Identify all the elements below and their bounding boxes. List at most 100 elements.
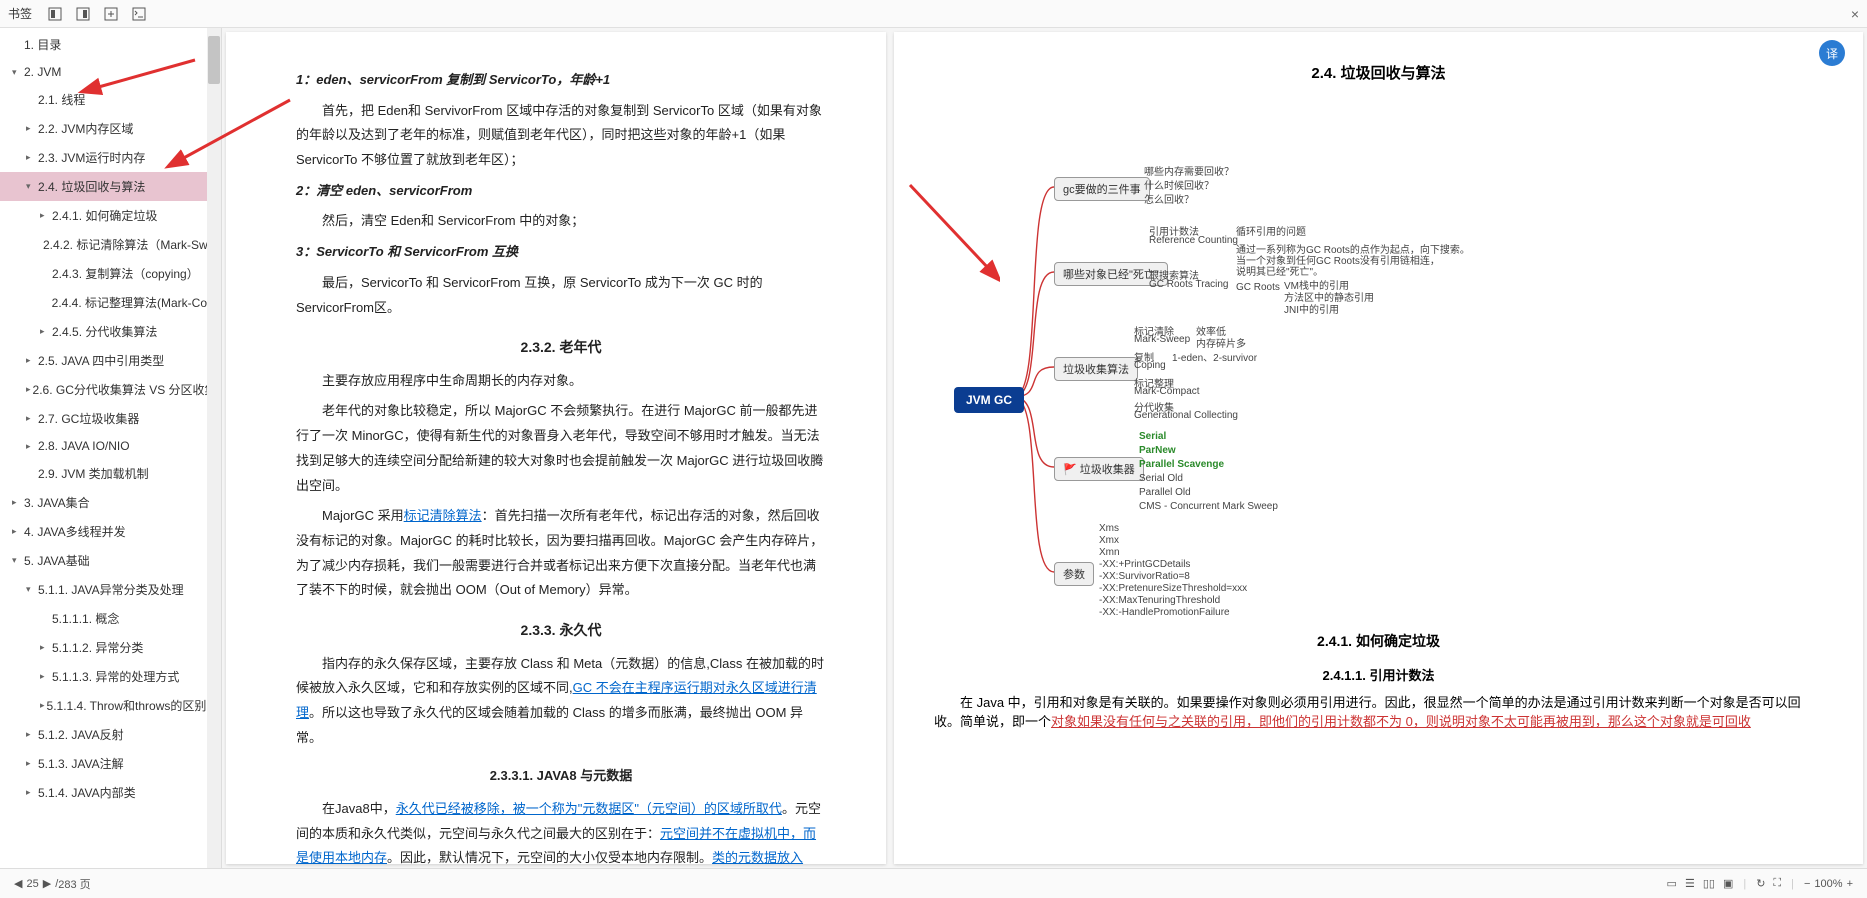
bookmark-toggle-icon[interactable]: ▸	[26, 787, 36, 798]
view-book-icon[interactable]: ▣	[1723, 877, 1733, 890]
bookmark-item[interactable]: ▸3. JAVA集合	[0, 488, 221, 517]
bookmark-toggle-icon[interactable]: ▾	[26, 181, 36, 192]
bookmark-item[interactable]: ▸2.3. JVM运行时内存	[0, 143, 221, 172]
bookmark-toggle-icon[interactable]: ▸	[26, 152, 36, 163]
bookmark-toggle-icon[interactable]: ▸	[40, 210, 50, 221]
close-icon[interactable]: ×	[1851, 6, 1859, 22]
sidebar-scroll-thumb[interactable]	[208, 36, 220, 84]
bookmark-item-label: 3. JAVA集合	[24, 494, 90, 511]
mindmap-leaf: GC Roots Tracing	[1149, 279, 1228, 290]
mindmap-leaf: JNI中的引用	[1284, 301, 1339, 316]
bookmark-item[interactable]: ▸5.1.2. JAVA反射	[0, 720, 221, 749]
view-continuous-icon[interactable]: ☰	[1685, 877, 1695, 890]
bookmark-toggle-icon[interactable]: ▸	[26, 384, 31, 395]
bookmark-toggle-icon[interactable]: ▸	[40, 642, 50, 653]
link-ref-count[interactable]: 对象如果没有任何与之关联的引用，即他们的引用计数都不为 0，则说明对象不太可能再…	[1051, 714, 1751, 729]
bookmark-toggle-icon[interactable]: ▸	[12, 497, 22, 508]
bookmark-item[interactable]: ▸2.2. JVM内存区域	[0, 114, 221, 143]
bookmark-toggle-icon[interactable]: ▾	[26, 584, 36, 595]
bookmark-add-icon[interactable]	[104, 7, 118, 21]
step-2-title: 2：清空 eden、servicorFrom	[296, 179, 826, 204]
mindmap-jvm-gc: JVM GC gc要做的三件事哪些对象已经"死亡"垃圾收集算法🚩 垃圾收集器参数…	[934, 97, 1823, 617]
bookmark-item-label: 2.4. 垃圾回收与算法	[38, 178, 145, 195]
step-1-para: 首先，把 Eden和 ServivorFrom 区域中存活的对象复制到 Serv…	[296, 99, 826, 173]
bookmark-toggle-icon[interactable]: ▸	[26, 758, 36, 769]
bookmark-item-label: 2.4.5. 分代收集算法	[52, 323, 157, 340]
bookmark-item-label: 2.2. JVM内存区域	[38, 120, 133, 137]
bookmark-toggle-icon[interactable]: ▸	[40, 671, 50, 682]
prev-page-icon[interactable]: ◀	[14, 877, 22, 890]
bookmark-collapse-icon[interactable]	[76, 7, 90, 21]
p2331-pre: 在Java8中，	[322, 801, 396, 816]
bookmark-toggle-icon[interactable]: ▸	[40, 326, 50, 337]
bookmark-item[interactable]: ▸5.1.1.2. 异常分类	[0, 633, 221, 662]
bookmark-toggle-icon[interactable]: ▸	[26, 123, 36, 134]
next-page-icon[interactable]: ▶	[43, 877, 51, 890]
bookmark-item[interactable]: 1. 目录	[0, 30, 221, 59]
link-meta-removed[interactable]: 永久代已经被移除，被一个称为"元数据区"（元空间）的区域所取代	[396, 801, 782, 816]
bookmark-item-label: 5.1.1.2. 异常分类	[52, 639, 143, 656]
heading-2411: 2.4.1.1. 引用计数法	[934, 665, 1823, 684]
bookmark-item[interactable]: ▸4. JAVA多线程并发	[0, 517, 221, 546]
mindmap-leaf: Xmx	[1099, 535, 1119, 546]
bookmark-item[interactable]: 2.9. JVM 类加载机制	[0, 459, 221, 488]
bookmark-item[interactable]: ▸2.7. GC垃圾收集器	[0, 404, 221, 433]
bookmark-item[interactable]: ▸5.1.3. JAVA注解	[0, 749, 221, 778]
bookmark-item[interactable]: ▸2.4.1. 如何确定垃圾	[0, 201, 221, 230]
step-1-title: 1：eden、servicorFrom 复制到 ServicorTo，年龄+1	[296, 68, 826, 93]
bookmark-item[interactable]: 2.4.3. 复制算法（copying）	[0, 259, 221, 288]
status-bar: ◀ 25 ▶ / 283 页 ▭ ☰ ▯▯ ▣ | ↻ ⛶ | − 100% +	[0, 868, 1867, 898]
bookmark-toggle-icon[interactable]: ▸	[12, 526, 22, 537]
view-single-icon[interactable]: ▭	[1667, 877, 1677, 890]
mindmap-node: 垃圾收集算法	[1054, 357, 1138, 381]
bookmark-item-label: 5.1.1.1. 概念	[52, 610, 119, 627]
bookmark-item[interactable]: ▾2. JVM	[0, 59, 221, 85]
sidebar-scrollbar[interactable]	[207, 28, 221, 868]
link-mark-sweep[interactable]: 标记清除算法	[404, 508, 482, 523]
para-232c: MajorGC 采用标记清除算法：首先扫描一次所有老年代，标记出存活的对象，然后…	[296, 504, 826, 603]
bookmark-item-label: 2.1. 线程	[38, 91, 85, 108]
bookmark-item[interactable]: ▾5.1.1. JAVA异常分类及处理	[0, 575, 221, 604]
bookmark-item-label: 2.3. JVM运行时内存	[38, 149, 145, 166]
bookmark-item[interactable]: ▸5.1.1.4. Throw和throws的区别：	[0, 691, 221, 720]
bookmark-item[interactable]: ▸2.6. GC分代收集算法 VS 分区收集...	[0, 375, 221, 404]
bookmark-toggle-icon[interactable]: ▾	[12, 555, 22, 566]
mindmap-leaf: 1-eden、2-survivor	[1172, 349, 1257, 364]
translate-icon[interactable]: 译	[1819, 40, 1845, 66]
rotate-icon[interactable]: ↻	[1756, 877, 1765, 890]
bookmark-toggle-icon[interactable]: ▸	[26, 355, 36, 366]
bookmark-item[interactable]: ▸2.8. JAVA IO/NIO	[0, 433, 221, 459]
fullscreen-icon[interactable]: ⛶	[1773, 877, 1781, 890]
bookmark-toggle-icon[interactable]: ▸	[40, 700, 45, 711]
bookmark-toggle-icon[interactable]: ▾	[12, 67, 22, 78]
bookmark-item[interactable]: ▸5.1.1.3. 异常的处理方式	[0, 662, 221, 691]
bookmark-item[interactable]: ▸2.5. JAVA 四中引用类型	[0, 346, 221, 375]
bookmark-item-label: 2.4.1. 如何确定垃圾	[52, 207, 157, 224]
bookmark-item-label: 2.4.4. 标记整理算法(Mark-Co...	[52, 294, 217, 311]
bookmark-label: 书签	[8, 5, 32, 22]
page-left: 1：eden、servicorFrom 复制到 ServicorTo，年龄+1 …	[226, 32, 886, 864]
bookmark-item[interactable]: ▾2.4. 垃圾回收与算法	[0, 172, 221, 201]
bookmark-item[interactable]: 2.4.4. 标记整理算法(Mark-Co...	[0, 288, 221, 317]
view-facing-icon[interactable]: ▯▯	[1703, 877, 1715, 890]
bookmark-item[interactable]: 2.1. 线程	[0, 85, 221, 114]
bookmark-toggle-icon[interactable]: ▸	[26, 441, 36, 452]
mindmap-leaf: Xms	[1099, 523, 1119, 534]
bookmark-toggle-icon[interactable]: ▸	[26, 413, 36, 424]
mindmap-leaf: Coping	[1134, 360, 1166, 371]
bookmark-item-label: 2.6. GC分代收集算法 VS 分区收集...	[33, 381, 221, 398]
zoom-out-icon[interactable]: −	[1804, 878, 1810, 890]
zoom-in-icon[interactable]: +	[1847, 878, 1853, 890]
bookmark-item[interactable]: ▸5.1.4. JAVA内部类	[0, 778, 221, 807]
bookmark-expand-icon[interactable]	[48, 7, 62, 21]
bookmark-item[interactable]: ▾5. JAVA基础	[0, 546, 221, 575]
mindmap-node: 🚩 垃圾收集器	[1054, 457, 1144, 481]
bookmark-settings-icon[interactable]	[132, 7, 146, 21]
bookmark-item[interactable]: 5.1.1.1. 概念	[0, 604, 221, 633]
bookmark-toggle-icon[interactable]: ▸	[26, 729, 36, 740]
bookmark-item[interactable]: ▸2.4.5. 分代收集算法	[0, 317, 221, 346]
bookmark-item[interactable]: 2.4.2. 标记清除算法（Mark-Sw...	[0, 230, 221, 259]
bookmark-item-label: 2.9. JVM 类加载机制	[38, 465, 149, 482]
para-233: 指内存的永久保存区域，主要存放 Class 和 Meta（元数据）的信息,Cla…	[296, 652, 826, 751]
bookmark-item-label: 5.1.1.3. 异常的处理方式	[52, 668, 179, 685]
